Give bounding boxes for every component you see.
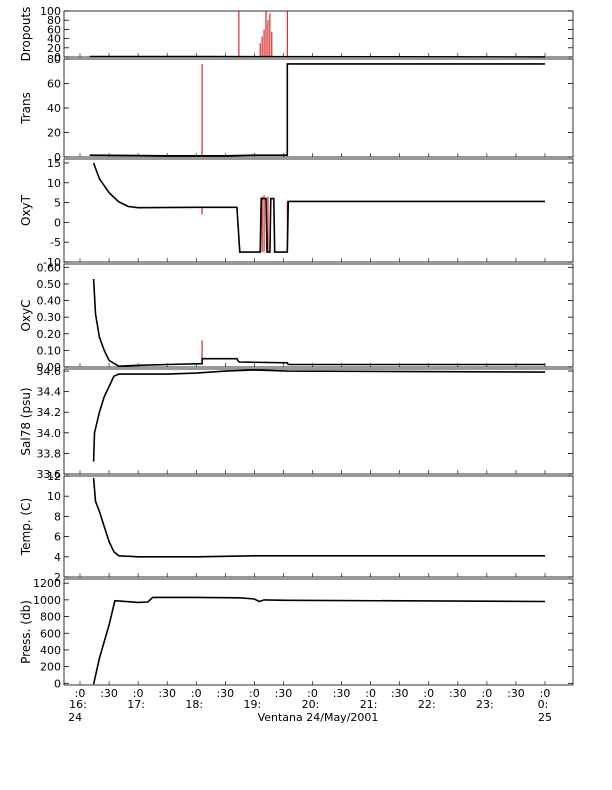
ytick-label: 20 (47, 127, 61, 140)
ylabel: Press. (db) (19, 600, 33, 664)
ytick-label: 34.6 (37, 365, 62, 378)
xtick-label: :30 (449, 687, 467, 700)
ytick-label: -5 (50, 236, 61, 249)
xtick-label-hour: 23: (476, 698, 494, 711)
xtick-label-hour: 21: (360, 698, 378, 711)
data-series-line (94, 478, 545, 557)
ytick-label: 0 (54, 216, 61, 229)
ytick-label: 0.30 (37, 311, 62, 324)
ytick-label: 0.20 (37, 328, 62, 341)
ytick-label: 0.40 (37, 295, 62, 308)
ylabel: OxyT (19, 194, 33, 226)
xtick-label: :30 (158, 687, 176, 700)
xtick-label: :30 (333, 687, 351, 700)
ytick-label: 34.0 (37, 427, 62, 440)
xtick-label-hour: 22: (418, 698, 436, 711)
ylabel: OxyC (19, 299, 33, 331)
ytick-label: 4 (54, 551, 61, 564)
data-series-line (94, 163, 545, 252)
ytick-label: 800 (40, 611, 61, 624)
ytick-label: 400 (40, 644, 61, 657)
ytick-label: 40 (47, 102, 61, 115)
panel-frame-2 (64, 159, 573, 262)
xtick-label-hour: 16: (69, 698, 87, 711)
ytick-label: 33.8 (37, 447, 62, 460)
data-series-line (94, 279, 545, 366)
panel-frame-4 (64, 369, 573, 474)
data-series-line (94, 597, 545, 684)
panel-frame-6 (64, 579, 573, 685)
xtick-label: :30 (216, 687, 234, 700)
ylabel: Trans (19, 92, 33, 125)
ylabel: Sal78 (psu) (19, 387, 33, 455)
xtick-label: :30 (275, 687, 293, 700)
ytick-label: 1200 (33, 577, 61, 590)
ytick-label: 0 (54, 677, 61, 690)
ytick-label: 8 (54, 510, 61, 523)
xtick-label: :30 (100, 687, 118, 700)
ytick-label: 6 (54, 531, 61, 544)
xtick-label-hour: 18: (185, 698, 203, 711)
panel-frame-0 (64, 11, 573, 57)
ytick-label: 10 (47, 177, 61, 190)
panel-frame-5 (64, 476, 573, 577)
panel-frame-1 (64, 59, 573, 157)
xtick-label: :30 (391, 687, 409, 700)
ytick-label: 0.10 (37, 344, 62, 357)
ytick-label: 0.60 (37, 261, 62, 274)
ytick-label: 200 (40, 661, 61, 674)
ytick-label: 34.4 (37, 386, 62, 399)
ytick-label: 1000 (33, 594, 61, 607)
data-series-line (94, 370, 545, 462)
ytick-label: 5 (54, 197, 61, 210)
ytick-label: 80 (47, 53, 61, 66)
ytick-label: 0.50 (37, 278, 62, 291)
ytick-label: 10 (47, 490, 61, 503)
ytick-label: 15 (47, 157, 61, 170)
xtick-label-hour: 19: (244, 698, 262, 711)
panel-frame-3 (64, 264, 573, 367)
ytick-label: 12 (47, 470, 61, 483)
xtick-label: :30 (507, 687, 525, 700)
xtick-label-hour: 20: (302, 698, 320, 711)
ytick-label: 34.2 (37, 406, 62, 419)
day-label: 25 (538, 711, 552, 724)
ylabel: Dropouts (19, 7, 33, 62)
ylabel: Temp. (C) (19, 498, 33, 556)
data-series-line (90, 64, 545, 156)
xtick-label-hour: 17: (127, 698, 145, 711)
ytick-label: 600 (40, 627, 61, 640)
x-axis-label: Ventana 24/May/2001 (258, 711, 379, 724)
day-label: 24 (68, 711, 82, 724)
ytick-label: 60 (47, 78, 61, 91)
xtick-label-hour: 0: (538, 698, 549, 711)
